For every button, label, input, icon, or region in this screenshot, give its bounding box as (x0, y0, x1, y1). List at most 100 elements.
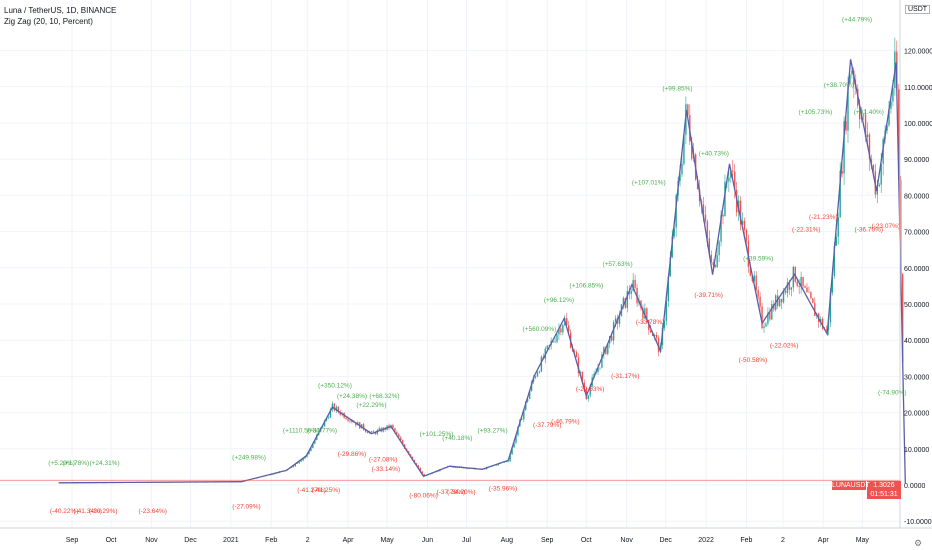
y-tick-label: 100.0000 (904, 121, 932, 128)
candle-up (630, 290, 632, 294)
zigzag-label: (-37.78%) (437, 489, 466, 496)
candle-down (802, 276, 804, 287)
x-tick-label: Oct (581, 537, 592, 544)
zigzag-label: (-41.27%) (297, 487, 326, 494)
candle-down (859, 105, 861, 120)
zigzag-label: (-39.71%) (694, 292, 723, 299)
price-axis[interactable]: 120.0000 110.0000 100.0000 90.0000 80.0000 70… (904, 49, 932, 527)
candle-down (454, 467, 457, 468)
candle-down (568, 325, 570, 333)
candle-down (421, 471, 423, 474)
candle-up (296, 463, 298, 464)
candle-down (812, 298, 814, 304)
zigzag-label: (-29.86%) (338, 451, 367, 458)
candle-up (632, 279, 634, 291)
indicator-label[interactable]: Zig Zag (20, 10, Percent) (4, 17, 93, 26)
last-price-badge: 1.3026 (867, 481, 901, 490)
candle-down (655, 334, 658, 338)
candle-down (749, 266, 752, 276)
candle-up (679, 174, 681, 181)
zigzag-label: (-20.29%) (89, 508, 118, 515)
candle-down (402, 440, 404, 445)
zigzag-label: (+38.70%) (824, 82, 854, 89)
candle-up (321, 426, 324, 428)
candle-up (456, 467, 459, 469)
candle-up (505, 461, 507, 463)
time-axis[interactable]: Sep Oct Nov Dec 2021 Feb 2 Apr May Jun Jul Aug Sep Oc… (66, 537, 870, 544)
currency-badge[interactable]: USDT (905, 5, 931, 14)
candle-down (706, 221, 709, 239)
candle-down (398, 434, 400, 438)
x-tick-label: Apr (343, 537, 355, 544)
y-tick-label: 60.0000 (904, 266, 929, 273)
candle-down (743, 220, 746, 230)
zigzag-label: (+93.27%) (477, 428, 507, 435)
candle-up (720, 215, 722, 242)
candle-up (718, 241, 720, 256)
candle-up (378, 428, 380, 431)
chart-title: Luna / TetherUS, 1D, BINANCE (4, 6, 117, 15)
chart-grid (0, 0, 900, 528)
candle-up (614, 318, 617, 323)
candle-down (552, 341, 554, 342)
candle-up (603, 347, 605, 355)
candle-up (843, 121, 845, 174)
candle-up (800, 276, 802, 287)
candle-up (819, 318, 822, 323)
zigzag-series (58, 59, 906, 484)
x-tick-label: Jun (422, 537, 433, 544)
zigzag-label: (-29.63%) (576, 386, 605, 393)
candle-down (868, 134, 871, 160)
x-tick-label: Oct (106, 537, 117, 544)
candle-down (739, 200, 742, 225)
candle-up (888, 108, 890, 126)
candle-down (722, 215, 724, 217)
candle-up (862, 114, 865, 116)
candle-up (294, 463, 296, 467)
candle-up (507, 461, 509, 462)
candle-up (847, 83, 849, 131)
candle-up (837, 216, 839, 237)
y-tick-label: 0.0000 (904, 483, 926, 490)
candle-up (728, 177, 730, 182)
candle-down (714, 264, 716, 267)
zigzag-label: (-74.90%) (878, 390, 907, 397)
candle-up (607, 343, 609, 354)
candle-up (763, 326, 765, 329)
countdown-badge: 01:51:31 (867, 490, 901, 499)
candle-down (806, 287, 808, 293)
y-tick-label: 20.0000 (904, 411, 929, 418)
candle-up (622, 297, 625, 305)
candle-up (790, 287, 793, 290)
candle-down (634, 279, 636, 288)
x-tick-label: 2022 (698, 537, 714, 544)
candle-up (681, 163, 683, 175)
candle-up (665, 301, 668, 321)
zigzag-label: (-37.79%) (533, 422, 562, 429)
candle-up (831, 275, 834, 293)
candle-up (601, 354, 603, 368)
candle-down (755, 275, 757, 290)
candle-up (653, 334, 656, 336)
y-tick-label: 90.0000 (904, 157, 929, 164)
zigzag-label: (-34.20%) (447, 489, 476, 496)
candle-down (900, 179, 902, 275)
candle-up (724, 181, 726, 217)
candle-up (589, 386, 591, 396)
zigzag-label: (+57.63%) (602, 261, 632, 268)
gear-icon[interactable]: ⚙ (914, 538, 923, 548)
candle-up (892, 88, 894, 102)
candle-down (337, 406, 339, 412)
candle-down (821, 318, 824, 329)
candle-up (741, 220, 744, 225)
candle-up (511, 447, 513, 455)
candle-up (579, 372, 582, 374)
zigzag-label: (-33.78%) (636, 319, 665, 326)
candle-up (370, 431, 373, 432)
zigzag-label: (+40.18%) (442, 435, 472, 442)
candle-up (528, 390, 531, 399)
candle-up (849, 74, 851, 84)
candle-down (581, 372, 584, 383)
candle-down (773, 303, 775, 310)
